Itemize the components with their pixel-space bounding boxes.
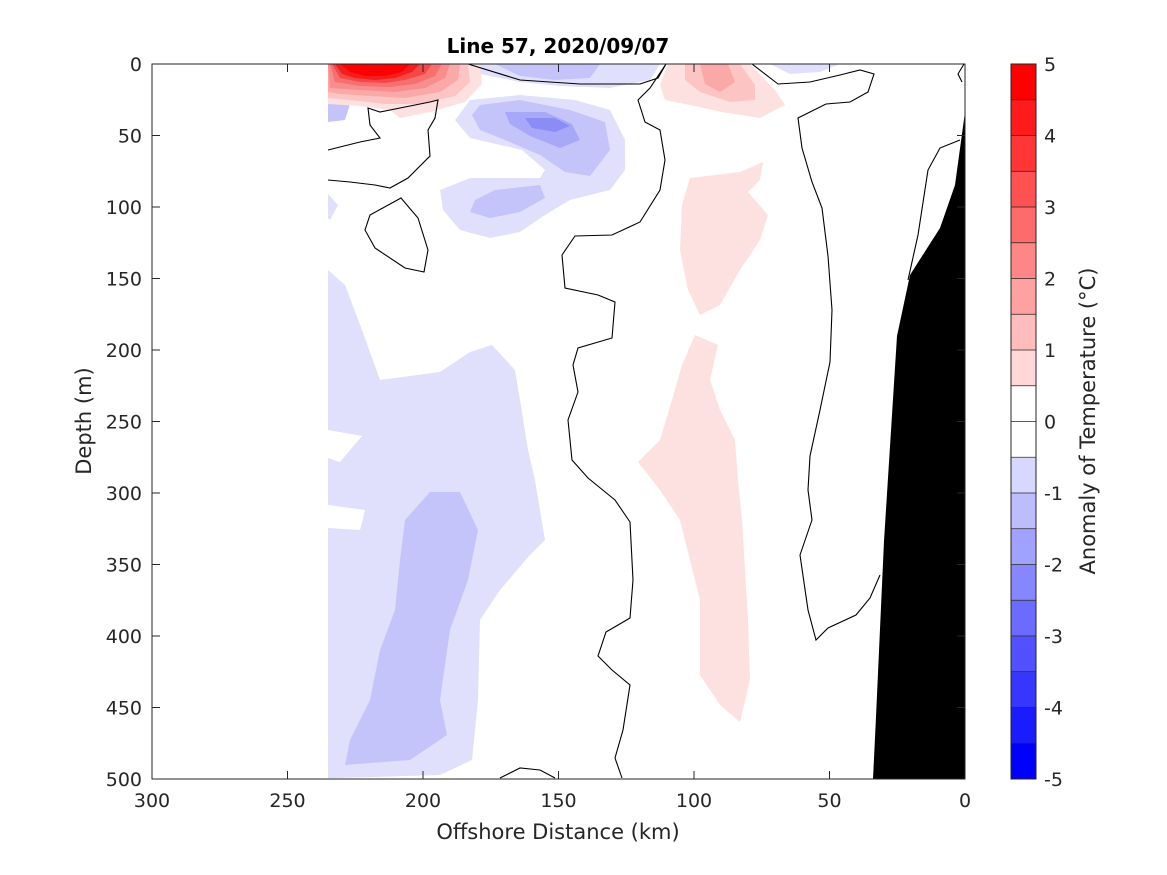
colorbar-segment xyxy=(1011,207,1036,244)
colorbar-segment xyxy=(1011,493,1036,530)
colorbar xyxy=(1010,63,1037,780)
colorbar-segment xyxy=(1011,64,1036,101)
colorbar-segment xyxy=(1011,135,1036,172)
y-tick-label: 0 xyxy=(130,54,142,76)
y-tick-label: 100 xyxy=(106,197,142,219)
contour-fill-surface-cool-core xyxy=(328,64,600,122)
contour-line-zero-8 xyxy=(907,139,961,281)
colorbar-tick-label: -3 xyxy=(1044,626,1063,648)
colorbar-segment xyxy=(1011,707,1036,744)
colorbar-tick-label: -1 xyxy=(1044,483,1063,505)
colorbar-segment xyxy=(1011,385,1036,422)
x-tick-label: 0 xyxy=(959,790,971,812)
x-axis-label: Offshore Distance (km) xyxy=(436,820,679,844)
colorbar-tick-label: -5 xyxy=(1044,769,1063,791)
colorbar-tick-label: 2 xyxy=(1044,269,1056,291)
contour-fill-warm-surface-peak xyxy=(700,64,735,92)
contour-lines xyxy=(327,64,965,779)
y-tick-label: 200 xyxy=(106,340,142,362)
contour-line-zero-3 xyxy=(561,64,667,779)
y-axis: 0 50 100 150 200 250 300 350 400 450 500 xyxy=(106,54,965,791)
contour-line-zero-6 xyxy=(499,767,556,779)
contour-fill-gap xyxy=(328,430,365,530)
y-tick-label: 150 xyxy=(106,269,142,291)
colorbar-tick-label: 1 xyxy=(1044,340,1056,362)
x-tick-label: 100 xyxy=(676,790,712,812)
x-tick-label: 250 xyxy=(269,790,305,812)
colorbar-tick-label: 4 xyxy=(1044,126,1056,148)
colorbar-segment xyxy=(1011,600,1036,637)
y-tick-label: 250 xyxy=(106,412,142,434)
y-tick-label: 450 xyxy=(106,698,142,720)
contour-line-zero-4 xyxy=(751,64,881,642)
colorbar-segment xyxy=(1011,171,1036,208)
colorbar-segment xyxy=(1011,99,1036,136)
colorbar-segment xyxy=(1011,457,1036,494)
colorbar-segment xyxy=(1011,636,1036,673)
y-tick-label: 50 xyxy=(118,126,142,148)
contour-fill-warm-band xyxy=(680,162,768,315)
bathymetry-seafloor xyxy=(873,112,965,779)
contour-fill-upper-cool-min xyxy=(525,118,570,132)
x-tick-label: 300 xyxy=(134,790,170,812)
colorbar-segment xyxy=(1011,564,1036,601)
colorbar-segment xyxy=(1011,671,1036,708)
plot-area xyxy=(151,63,966,780)
x-tick-label: 50 xyxy=(817,790,841,812)
colorbar-segment xyxy=(1011,242,1036,279)
x-axis: 300 250 200 150 100 50 0 xyxy=(134,64,971,812)
contour-fill-warm-band-deep xyxy=(638,335,750,722)
contour-fill-upper-cool-core xyxy=(470,100,610,218)
x-tick-label: 150 xyxy=(540,790,576,812)
colorbar-tick-label: -2 xyxy=(1044,555,1063,577)
colorbar-tick-label: 5 xyxy=(1044,54,1056,76)
contour-fill-cool-core xyxy=(345,492,478,765)
colorbar-segment xyxy=(1011,743,1036,780)
contour-fill-upper-cool-peak xyxy=(505,112,580,148)
contour-line-zero-5 xyxy=(364,197,429,273)
contour-fill-warm-core-8 xyxy=(340,64,410,76)
chart-title: Line 57, 2020/09/07 xyxy=(447,34,670,58)
x-tick-label: 200 xyxy=(405,790,441,812)
y-tick-label: 300 xyxy=(106,483,142,505)
colorbar-tick-label: -4 xyxy=(1044,698,1063,720)
contour-fills xyxy=(328,64,840,778)
colorbar-segment xyxy=(1011,278,1036,315)
contour-line-zero-2 xyxy=(467,64,667,85)
colorbar-segment xyxy=(1011,421,1036,458)
y-axis-label: Depth (m) xyxy=(72,367,96,474)
y-tick-label: 400 xyxy=(106,626,142,648)
colorbar-tick-label: 0 xyxy=(1044,412,1056,434)
colorbar-label: Anomaly of Temperature (°C) xyxy=(1076,268,1100,575)
y-tick-label: 350 xyxy=(106,555,142,577)
colorbar-tick-label: 3 xyxy=(1044,197,1056,219)
contour-line-zero-7 xyxy=(957,64,965,83)
contour-line-zero-1 xyxy=(327,99,439,189)
colorbar-frame xyxy=(1010,63,1037,780)
colorbar-ticks: 5 4 3 2 1 0 -1 -2 -3 -4 -5 xyxy=(1044,54,1063,791)
colorbar-segment xyxy=(1011,314,1036,351)
y-tick-label: 500 xyxy=(106,769,142,791)
colorbar-segment xyxy=(1011,350,1036,387)
colorbar-segment xyxy=(1011,528,1036,565)
